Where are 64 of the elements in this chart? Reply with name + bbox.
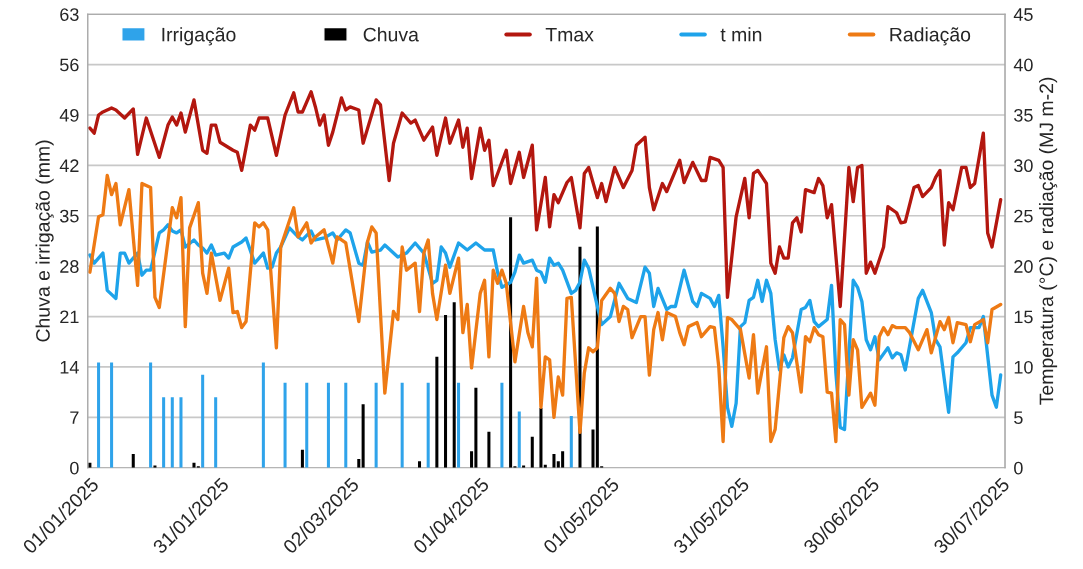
bar xyxy=(444,315,448,468)
legend-label: Tmax xyxy=(545,27,594,42)
bar xyxy=(552,454,556,468)
line-series xyxy=(88,90,1003,309)
legend-label: Radiação xyxy=(890,27,971,46)
y2-tick-label: 20 xyxy=(1014,260,1033,273)
bar xyxy=(417,461,422,468)
y2-tick-label: 10 xyxy=(1014,360,1033,374)
legend-label: Chuva xyxy=(363,27,419,42)
bar xyxy=(530,436,534,468)
bar xyxy=(500,382,504,468)
bar xyxy=(326,382,330,468)
y2-tick-label: 30 xyxy=(1014,159,1033,173)
y-tick-label: 63 xyxy=(60,8,79,21)
bar xyxy=(283,382,287,468)
bar xyxy=(300,449,304,468)
bar xyxy=(201,374,205,468)
y-tick-label: 7 xyxy=(70,411,79,424)
bar xyxy=(539,407,543,468)
y2-tick-label: 25 xyxy=(1014,209,1033,223)
y-tick-label: 0 xyxy=(70,461,79,475)
bar xyxy=(374,382,378,468)
bar xyxy=(170,397,174,468)
y-tick-label: 42 xyxy=(59,159,79,172)
y-tick-label: 28 xyxy=(60,260,79,273)
bar xyxy=(110,362,114,468)
bar xyxy=(435,356,439,468)
bar xyxy=(452,302,456,468)
bar xyxy=(149,362,153,468)
bar xyxy=(474,387,478,468)
y-tick-label: 21 xyxy=(60,310,79,324)
y2-tick-label: 35 xyxy=(1014,108,1033,122)
bar xyxy=(487,431,491,468)
bar xyxy=(361,404,365,468)
y2-tick-label: 45 xyxy=(1013,8,1033,21)
bar xyxy=(131,454,135,468)
y-axis-title: Chuva e irrigação (mm) xyxy=(35,140,54,342)
bar xyxy=(261,362,265,468)
bar xyxy=(426,382,430,468)
bar xyxy=(162,397,166,468)
bar xyxy=(457,382,461,468)
y2-axis-title: Temperatura (°C) e radiação (MJ m-2) xyxy=(1038,77,1058,405)
y-tick-label: 49 xyxy=(59,108,79,122)
y2-tick-label: 0 xyxy=(1014,461,1023,475)
y-tick-label: 56 xyxy=(60,58,79,72)
bar xyxy=(561,451,565,468)
y-tick-label: 35 xyxy=(60,209,79,223)
bar xyxy=(192,462,196,468)
line-series xyxy=(88,173,1003,444)
bar xyxy=(214,397,218,468)
bar xyxy=(97,362,101,468)
bar xyxy=(179,397,183,468)
bar xyxy=(569,415,573,468)
bar xyxy=(305,382,309,468)
y2-tick-label: 15 xyxy=(1014,310,1033,324)
legend-label: Irrigação xyxy=(162,27,236,46)
y2-tick-label: 5 xyxy=(1014,411,1023,425)
y2-tick-label: 40 xyxy=(1013,58,1033,72)
bar xyxy=(400,382,404,468)
legend-label: t min xyxy=(720,27,762,42)
bar xyxy=(344,382,348,468)
bar xyxy=(517,411,521,468)
y-tick-label: 14 xyxy=(60,361,79,374)
bar xyxy=(357,459,361,468)
